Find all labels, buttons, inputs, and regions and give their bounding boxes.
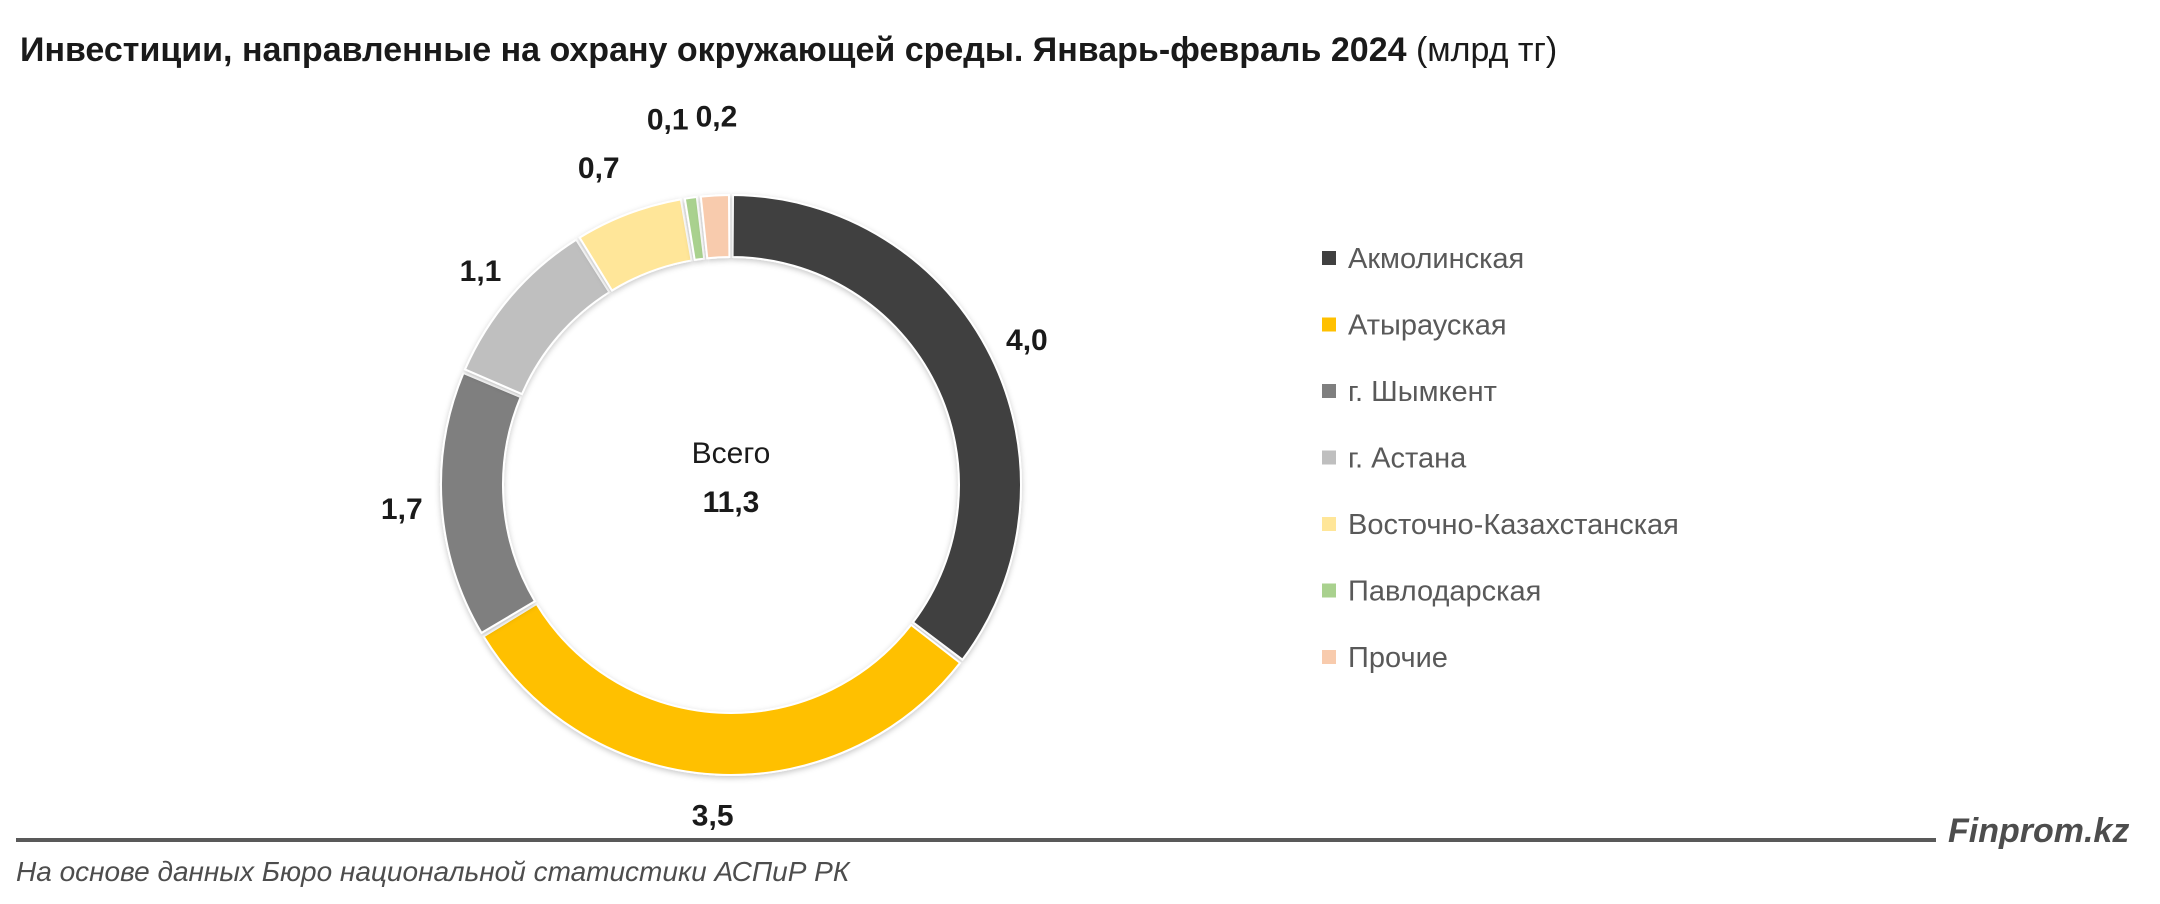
- legend-label: г. Астана: [1348, 443, 1467, 475]
- legend-label: Атырауская: [1348, 310, 1507, 342]
- slice-value-label: 0,1: [647, 104, 689, 137]
- legend-swatch: [1322, 517, 1336, 531]
- slice-value-label: 1,7: [381, 493, 423, 526]
- legend-item-восточно-казахстанская: Восточно-Казахстанская: [1322, 509, 1679, 541]
- chart-title-unit: (млрд тг): [1415, 31, 1558, 69]
- slice-value-label: 4,0: [1006, 324, 1048, 357]
- donut-slice-атырауская: [482, 602, 962, 776]
- donut-slice-восточно-казахстанская: [578, 198, 693, 292]
- center-total-label: Всего: [692, 437, 771, 470]
- source-note: На основе данных Бюро национальной стати…: [16, 856, 850, 887]
- legend-item-атырауская: Атырауская: [1322, 310, 1507, 342]
- legend-label: Акмолинская: [1348, 243, 1524, 275]
- legend-swatch: [1322, 450, 1336, 465]
- chart-legend: Акмолинская Атырауская г. Шымкент г. Астана…: [1322, 243, 1679, 674]
- legend-item-г-шымкент: г. Шымкент: [1322, 376, 1497, 408]
- slice-value-label: 0,7: [578, 152, 620, 185]
- legend-item-прочие: Прочие: [1322, 642, 1448, 674]
- slice-value-label: 0,2: [696, 101, 738, 134]
- brand-logo-text: Finprom.kz: [1948, 812, 2130, 850]
- legend-item-павлодарская: Павлодарская: [1322, 576, 1541, 608]
- legend-item-г-астана: г. Астана: [1322, 443, 1467, 475]
- legend-swatch: [1322, 650, 1336, 664]
- donut-slice-павлодарская: [683, 195, 706, 262]
- legend-label: г. Шымкент: [1348, 376, 1497, 408]
- chart-title-main: Инвестиции, направленные на охрану окруж…: [20, 31, 1407, 69]
- legend-swatch: [1322, 317, 1336, 332]
- slice-value-label: 1,1: [460, 255, 502, 288]
- legend-swatch: [1322, 384, 1336, 398]
- donut-slice-акмолинская: [731, 193, 1022, 662]
- legend-item-акмолинская: Акмолинская: [1322, 243, 1524, 275]
- legend-label: Восточно-Казахстанская: [1348, 509, 1679, 541]
- slice-value-labels: 4,0 3,5 1,7 1,1 0,7 0,1 0,2: [381, 101, 1048, 833]
- donut-slice-г-астана: [463, 238, 611, 396]
- donut-slice-прочие: [699, 193, 731, 260]
- center-total-value: 11,3: [703, 486, 760, 519]
- donut-slices: [440, 193, 1022, 776]
- legend-label: Прочие: [1348, 642, 1448, 674]
- legend-label: Павлодарская: [1348, 576, 1541, 608]
- legend-swatch: [1322, 583, 1336, 598]
- donut-slice-г-шымкент: [440, 371, 537, 635]
- legend-swatch: [1322, 251, 1336, 265]
- chart-title: Инвестиции, направленные на охрану окруж…: [20, 26, 1557, 74]
- slice-value-label: 3,5: [692, 799, 734, 832]
- footer-divider: [16, 838, 1936, 842]
